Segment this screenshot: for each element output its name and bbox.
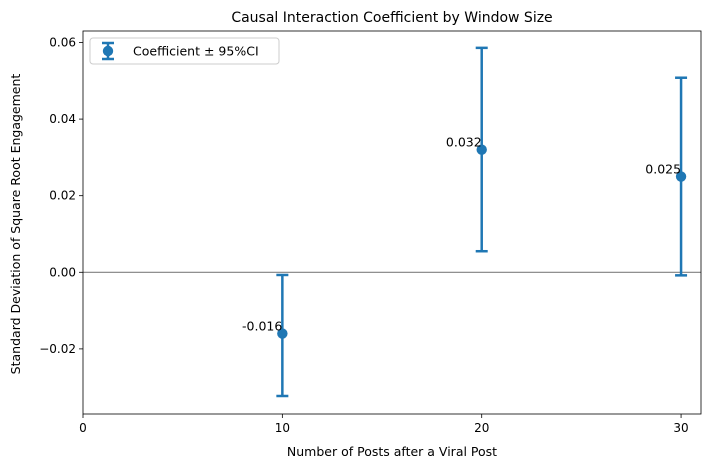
axes-frame	[82, 30, 702, 415]
data-point	[476, 144, 487, 155]
data-point-label: 0.032	[446, 135, 482, 150]
x-tick-label: 30	[673, 421, 688, 435]
y-axis-label: Standard Deviation of Square Root Engage…	[8, 74, 23, 375]
legend-box	[89, 37, 280, 65]
data-point	[675, 171, 687, 182]
legend-label: Coefficient ± 95%CI	[133, 44, 259, 59]
legend-marker	[102, 45, 114, 57]
data-point-label: -0.016	[242, 319, 282, 334]
x-tick-label: 20	[474, 421, 489, 435]
chart-title: Causal Interaction Coefficient by Window…	[231, 10, 552, 26]
y-tick-label: 0.02	[49, 189, 76, 203]
data-point-label: 0.025	[645, 162, 681, 177]
x-tick-label: 10	[275, 421, 290, 435]
y-tick-label: −0.02	[39, 342, 76, 356]
data-point	[277, 328, 288, 339]
y-tick-label: 0.04	[49, 112, 76, 126]
plot-area: 0 10 20 30 −0.02 0.00 0.02 0.04 0.06 -0.016 0.032 0…	[39, 30, 702, 435]
x-axis-label: Number of Posts after a Viral Post	[287, 444, 497, 459]
y-tick-label: 0.00	[49, 265, 76, 279]
y-tick-label: 0.06	[49, 35, 76, 49]
x-tick-label: 0	[79, 421, 87, 435]
